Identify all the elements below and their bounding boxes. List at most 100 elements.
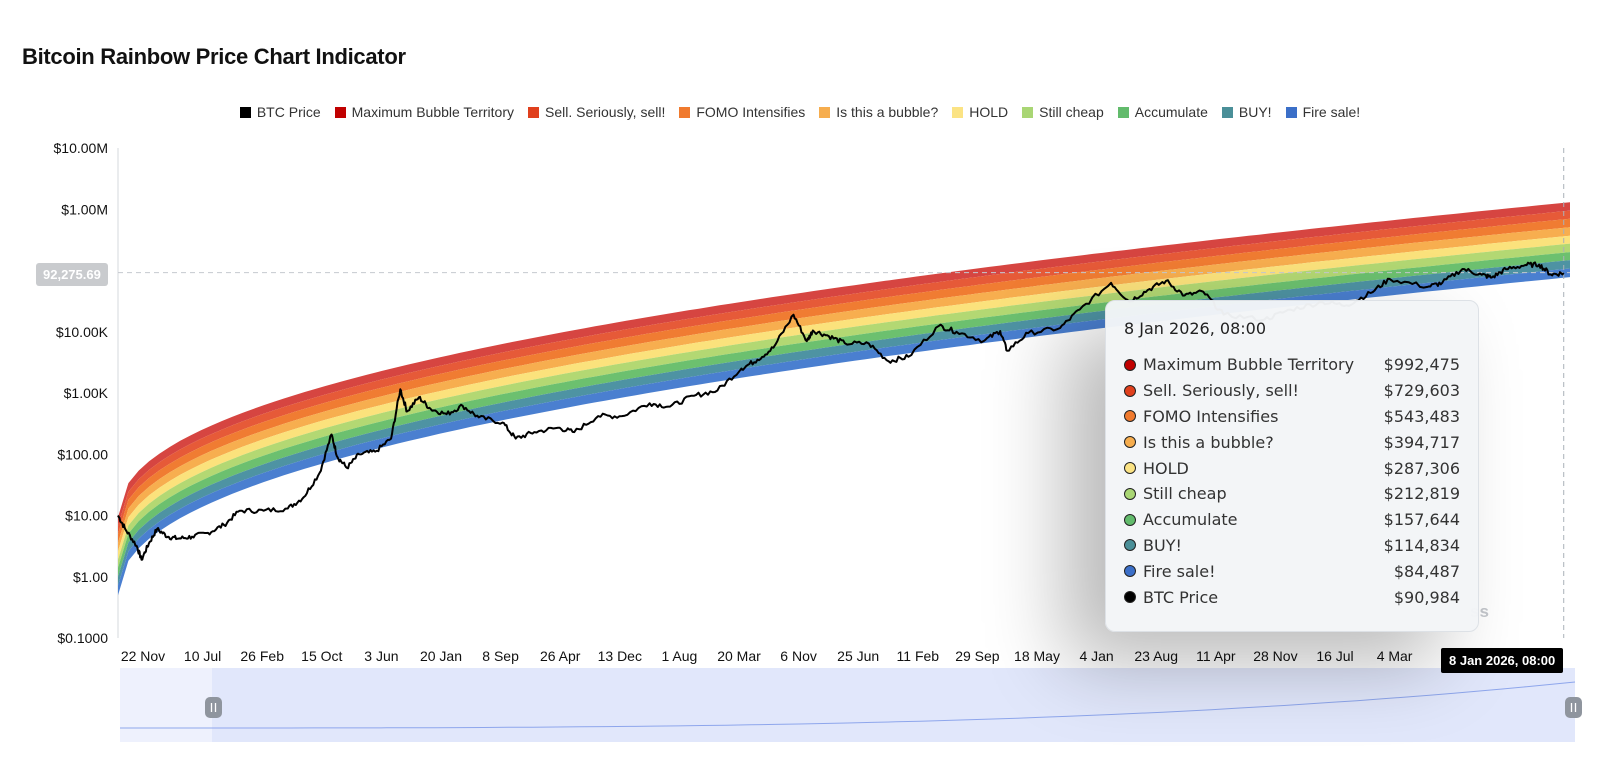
tooltip-row-value: $157,644 <box>1383 510 1460 530</box>
legend-swatch <box>952 106 964 118</box>
tooltip-dot <box>1124 462 1136 475</box>
crosshair-price-label: 92,275.69 <box>36 263 108 286</box>
x-tick-label: 26 Feb <box>240 648 284 664</box>
legend-label: Maximum Bubble Territory <box>351 104 514 120</box>
y-tick-label: $1.00M <box>61 201 108 217</box>
tooltip-date: 8 Jan 2026, 08:00 <box>1124 319 1267 338</box>
legend-item-maximum-bubble-territory[interactable]: Maximum Bubble Territory <box>334 104 514 120</box>
tooltip-row-name: Sell. Seriously, sell! <box>1143 381 1299 401</box>
tooltip-dot <box>1124 410 1136 423</box>
x-tick-label: 11 Feb <box>897 648 940 664</box>
chart-tooltip: 8 Jan 2026, 08:00 Maximum Bubble Territo… <box>1105 300 1479 632</box>
y-tick-label: $10.00 <box>65 508 108 524</box>
navigator-series-line <box>120 681 1576 729</box>
legend-item-sell-seriously-sell[interactable]: Sell. Seriously, sell! <box>528 104 665 120</box>
tooltip-row-maximum-bubble-territory: Maximum Bubble Territory $992,475 <box>1124 352 1460 378</box>
tooltip-row-value: $543,483 <box>1383 406 1460 426</box>
legend-item-accumulate[interactable]: Accumulate <box>1117 104 1208 120</box>
legend-label: BTC Price <box>256 104 321 120</box>
tooltip-dot <box>1124 539 1136 552</box>
tooltip-row-name: FOMO Intensifies <box>1143 406 1279 426</box>
x-tick-label: 4 Jan <box>1079 648 1113 664</box>
tooltip-row-fire-sale: Fire sale! $84,487 <box>1124 558 1460 584</box>
tooltip-row-fomo-intensifies: FOMO Intensifies $543,483 <box>1124 404 1460 430</box>
tooltip-row-buy: BUY! $114,834 <box>1124 533 1460 559</box>
legend-label: Is this a bubble? <box>836 104 939 120</box>
legend-item-btc-price[interactable]: BTC Price <box>239 104 321 120</box>
x-tick-label: 15 Oct <box>301 648 342 664</box>
tooltip-row-value: $992,475 <box>1383 355 1460 375</box>
tooltip-dot <box>1124 591 1136 604</box>
tooltip-row-value: $114,834 <box>1383 535 1460 555</box>
navigator-handle-left[interactable] <box>205 697 222 718</box>
tooltip-row-is-this-a-bubble: Is this a bubble? $394,717 <box>1124 429 1460 455</box>
legend-swatch <box>819 106 831 118</box>
x-tick-label: 6 Nov <box>780 648 817 664</box>
tooltip-dot <box>1124 513 1136 526</box>
y-tick-label: $10.00K <box>56 324 109 340</box>
tooltip-row-value: $287,306 <box>1383 458 1460 478</box>
legend-label: Sell. Seriously, sell! <box>545 104 666 120</box>
navigator-selection <box>212 668 1575 742</box>
tooltip-row-sell-seriously-sell: Sell. Seriously, sell! $729,603 <box>1124 378 1460 404</box>
legend-label: Fire sale! <box>1302 104 1361 120</box>
chart-legend: BTC Price Maximum Bubble Territory Sell. S… <box>0 104 1600 120</box>
tooltip-row-accumulate: Accumulate $157,644 <box>1124 507 1460 533</box>
legend-label: FOMO Intensifies <box>696 104 806 120</box>
tooltip-dot <box>1124 358 1136 371</box>
tooltip-row-name: Accumulate <box>1143 510 1238 530</box>
tooltip-dot <box>1124 384 1136 397</box>
x-tick-label: 18 May <box>1014 648 1060 664</box>
legend-swatch <box>679 106 691 118</box>
tooltip-dot <box>1124 565 1136 578</box>
x-tick-label: 23 Aug <box>1134 648 1178 664</box>
legend-label: Accumulate <box>1134 104 1208 120</box>
x-tick-label: 29 Sep <box>955 648 1000 664</box>
tooltip-row-value: $84,487 <box>1393 561 1460 581</box>
tooltip-row-still-cheap: Still cheap $212,819 <box>1124 481 1460 507</box>
x-tick-label: 20 Mar <box>717 648 761 664</box>
legend-item-buy[interactable]: BUY! <box>1221 104 1272 120</box>
crosshair-date-label: 8 Jan 2026, 08:00 <box>1441 648 1564 673</box>
tooltip-dot <box>1124 487 1136 500</box>
legend-swatch <box>239 106 251 118</box>
tooltip-rows: Maximum Bubble Territory $992,475 Sell. Se… <box>1124 352 1460 610</box>
tooltip-row-hold: HOLD $287,306 <box>1124 455 1460 481</box>
x-tick-label: 25 Jun <box>837 648 879 664</box>
x-tick-label: 4 Mar <box>1377 648 1413 664</box>
y-tick-label: $1.00K <box>64 385 109 401</box>
legend-swatch <box>1022 106 1034 118</box>
tooltip-row-name: BTC Price <box>1143 587 1219 607</box>
tooltip-row-name: Maximum Bubble Territory <box>1143 355 1355 375</box>
x-tick-label: 28 Nov <box>1253 648 1297 664</box>
band-fire-sale <box>118 268 1570 596</box>
legend-item-fomo-intensifies[interactable]: FOMO Intensifies <box>679 104 805 120</box>
x-tick-label: 16 Jul <box>1316 648 1353 664</box>
legend-item-hold[interactable]: HOLD <box>952 104 1008 120</box>
x-tick-label: 22 Nov <box>121 648 165 664</box>
tooltip-row-value: $394,717 <box>1383 432 1460 452</box>
legend-swatch <box>1285 106 1297 118</box>
tooltip-row-value: $212,819 <box>1383 484 1460 504</box>
x-tick-label: 1 Aug <box>661 648 697 664</box>
legend-item-fire-sale[interactable]: Fire sale! <box>1285 104 1361 120</box>
tooltip-row-value: $729,603 <box>1383 381 1460 401</box>
legend-swatch <box>334 106 346 118</box>
legend-label: Still cheap <box>1039 104 1104 120</box>
legend-swatch <box>528 106 539 118</box>
x-tick-label: 26 Apr <box>540 648 581 664</box>
legend-swatch <box>1117 106 1129 118</box>
x-tick-label: 8 Sep <box>482 648 519 664</box>
x-tick-label: 13 Dec <box>598 648 642 664</box>
x-tick-label: 3 Jun <box>364 648 398 664</box>
tooltip-row-name: HOLD <box>1143 458 1189 478</box>
navigator-handle-right[interactable] <box>1565 697 1582 718</box>
legend-label: HOLD <box>969 104 1009 120</box>
legend-item-still-cheap[interactable]: Still cheap <box>1022 104 1104 120</box>
y-tick-label: $10.00M <box>54 140 108 156</box>
tooltip-dot <box>1124 436 1136 449</box>
legend-swatch <box>1221 106 1233 118</box>
legend-item-is-this-a-bubble[interactable]: Is this a bubble? <box>819 104 938 120</box>
x-tick-label: 10 Jul <box>184 648 221 664</box>
